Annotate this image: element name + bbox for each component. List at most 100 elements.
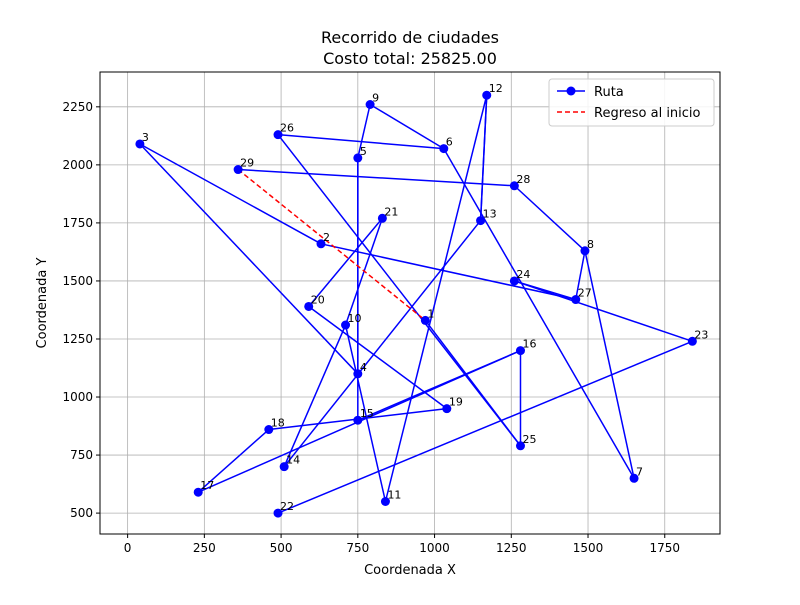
- city-point: [279, 462, 289, 472]
- city-label: 20: [311, 293, 325, 306]
- city-label: 25: [522, 433, 536, 446]
- legend-box: [548, 78, 715, 127]
- city-point: [353, 369, 363, 379]
- city-label: 3: [142, 131, 149, 144]
- city-point: [439, 144, 449, 154]
- route-segment: [308, 305, 448, 410]
- city-label: 17: [200, 479, 214, 492]
- route-segment: [283, 220, 482, 468]
- route-segment: [369, 103, 445, 150]
- city-point: [571, 295, 581, 305]
- plot-frame: [99, 71, 721, 535]
- point-labels: 1234567891011121314151617181920212223242…: [142, 82, 708, 513]
- city-point: [135, 139, 145, 149]
- route-segment: [283, 324, 347, 467]
- city-point: [580, 246, 590, 256]
- city-label: 22: [280, 500, 294, 513]
- city-point: [442, 404, 452, 414]
- chart-subtitle: Costo total: 25825.00: [323, 49, 497, 68]
- city-point: [353, 153, 363, 163]
- legend-route-label: Ruta: [594, 85, 624, 100]
- city-label: 11: [387, 488, 401, 501]
- y-tick-label: 500: [70, 506, 93, 520]
- route-segment: [277, 340, 693, 514]
- city-label: 5: [360, 145, 367, 158]
- city-label: 15: [360, 407, 374, 420]
- city-label: 13: [483, 208, 497, 221]
- city-label: 21: [384, 205, 398, 218]
- y-tick-label: 1750: [62, 216, 93, 230]
- y-tick-label: 1250: [62, 332, 93, 346]
- city-label: 19: [449, 396, 463, 409]
- route-segment: [514, 280, 693, 343]
- city-point: [629, 473, 639, 483]
- city-point: [515, 346, 525, 356]
- city-point: [233, 165, 243, 175]
- x-axis-label: Coordenada X: [364, 563, 456, 578]
- x-tick-label: 1500: [573, 541, 604, 555]
- city-label: 7: [636, 465, 643, 478]
- route-segment: [139, 143, 359, 375]
- city-point: [420, 315, 430, 325]
- y-tick-label: 1500: [62, 274, 93, 288]
- city-point: [193, 487, 203, 497]
- city-label: 6: [446, 136, 453, 149]
- chart-title: Recorrido de ciudades: [321, 28, 499, 47]
- city-point: [341, 320, 351, 330]
- route-segment: [384, 95, 488, 502]
- y-tick-label: 2250: [62, 100, 93, 114]
- route-segment: [513, 185, 586, 252]
- route-segment: [584, 250, 635, 479]
- city-point: [380, 496, 390, 506]
- x-tick-label: 1000: [419, 541, 450, 555]
- city-point: [476, 216, 486, 226]
- city-label: 23: [694, 328, 708, 341]
- legend: Ruta Regreso al inicio: [548, 78, 715, 127]
- city-point: [316, 239, 326, 249]
- city-point: [273, 508, 283, 518]
- return-segment: [237, 168, 426, 321]
- city-point: [365, 100, 375, 110]
- route-segment: [443, 148, 635, 479]
- city-label: 28: [516, 173, 530, 186]
- y-tick-label: 750: [70, 448, 93, 462]
- city-label: 18: [271, 417, 285, 430]
- route-segment: [197, 428, 270, 493]
- city-label: 24: [516, 268, 530, 281]
- city-point: [509, 181, 519, 191]
- city-label: 16: [522, 338, 536, 351]
- x-tick-label: 500: [270, 541, 293, 555]
- city-point: [264, 425, 274, 435]
- y-axis-label: Coordenada Y: [35, 258, 50, 349]
- route-segment: [308, 217, 383, 307]
- x-tick-label: 250: [193, 541, 216, 555]
- city-point: [482, 90, 492, 100]
- route-segment: [357, 104, 371, 159]
- city-point: [273, 130, 283, 140]
- city-label: 9: [372, 92, 379, 105]
- series: [135, 90, 697, 518]
- axes: [99, 71, 721, 535]
- route-segment: [139, 143, 322, 245]
- city-label: 2: [323, 231, 330, 244]
- legend-route-marker: [566, 86, 576, 96]
- city-point: [687, 336, 697, 346]
- y-tick-label: 1000: [62, 390, 93, 404]
- route-segment: [479, 95, 488, 221]
- x-tick-label: 750: [346, 541, 369, 555]
- city-point: [304, 301, 314, 311]
- route-segment: [320, 243, 576, 301]
- city-label: 4: [360, 361, 367, 374]
- city-point: [509, 276, 519, 286]
- x-tick-label: 1250: [496, 541, 527, 555]
- city-label: 29: [240, 157, 254, 170]
- city-label: 27: [578, 287, 592, 300]
- city-label: 1: [427, 307, 434, 320]
- x-tick-label: 1750: [649, 541, 680, 555]
- city-point: [353, 415, 363, 425]
- city-label: 14: [286, 454, 300, 467]
- city-point: [377, 213, 387, 223]
- city-label: 8: [587, 238, 594, 251]
- city-point: [515, 441, 525, 451]
